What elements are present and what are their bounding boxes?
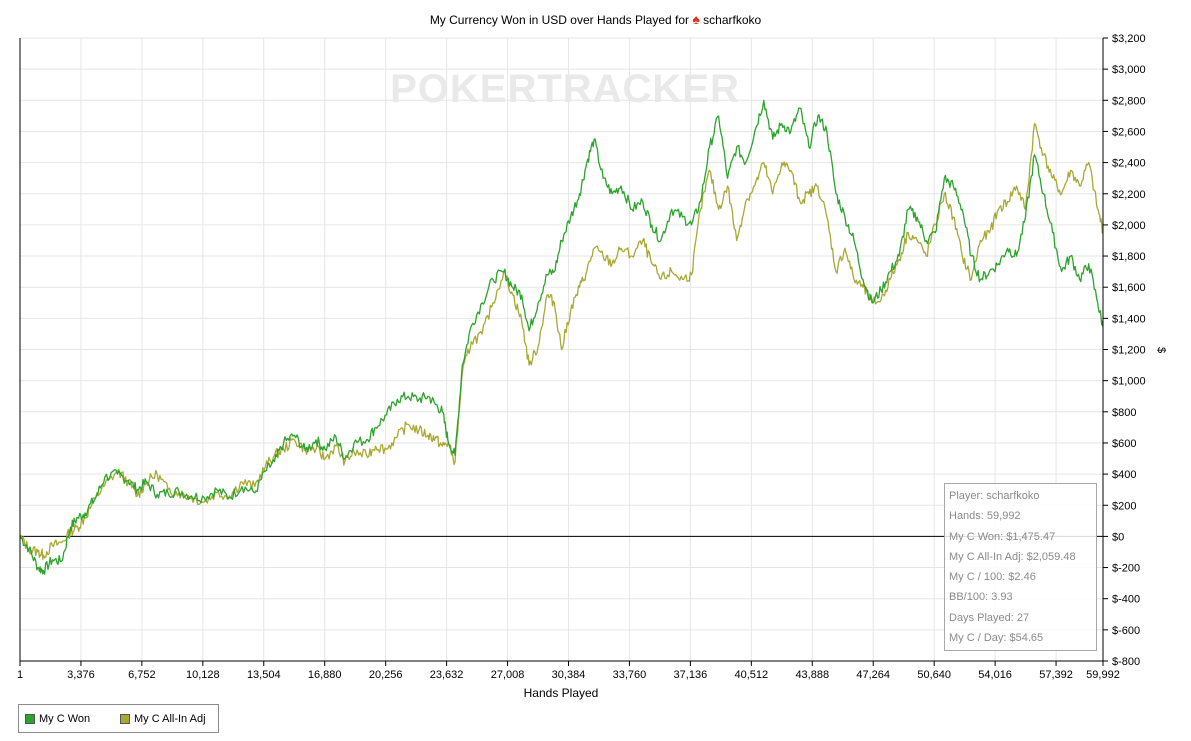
y-tick-label: $800 [1112, 407, 1136, 419]
legend-swatch-won [25, 714, 35, 724]
y-tick-label: $1,000 [1112, 376, 1146, 388]
y-tick-label: $2,400 [1112, 158, 1146, 170]
x-tick-label: 13,504 [247, 669, 281, 681]
legend-swatch-allin [120, 714, 130, 724]
x-tick-label: 59,992 [1086, 669, 1120, 681]
x-tick-label: 40,512 [735, 669, 769, 681]
stat-per-day: My C / Day: $54.65 [949, 632, 1044, 645]
y-tick-label: $3,000 [1112, 64, 1146, 76]
x-tick-label: 33,760 [613, 669, 647, 681]
stat-per-100: My C / 100: $2.46 [949, 571, 1036, 584]
x-tick-label: 30,384 [552, 669, 586, 681]
x-tick-label: 50,640 [917, 669, 951, 681]
stat-bb-100: BB/100: 3.93 [949, 591, 1013, 604]
y-tick-label: $0 [1112, 531, 1124, 543]
chart-title-player: scharfkoko [703, 13, 762, 27]
x-tick-label: 23,632 [430, 669, 464, 681]
legend-item-won[interactable]: My C Won [25, 713, 90, 725]
x-axis-label: Hands Played [524, 686, 599, 700]
stat-allin-adj: My C All-In Adj: $2,059.48 [949, 550, 1076, 563]
y-tick-label: $1,600 [1112, 282, 1146, 294]
y-tick-label: $200 [1112, 500, 1136, 512]
legend: My C Won My C All-In Adj [18, 704, 219, 733]
x-tick-label: 43,888 [795, 669, 829, 681]
x-tick-label: 6,752 [128, 669, 156, 681]
y-tick-label: $1,200 [1112, 345, 1146, 357]
y-tick-label: $3,200 [1112, 33, 1146, 45]
x-tick-label: 3,376 [67, 669, 95, 681]
y-tick-label: $600 [1112, 438, 1136, 450]
y-axis-label: $ [1155, 347, 1167, 353]
x-tick-label: 10,128 [186, 669, 220, 681]
chart-title-text: My Currency Won in USD over Hands Played… [429, 13, 690, 27]
series-line-won [19, 99, 1104, 575]
y-tick-label: $2,200 [1112, 189, 1146, 201]
y-tick-label: $2,600 [1112, 126, 1146, 138]
y-tick-label: $-200 [1112, 563, 1140, 575]
y-tick-label: $-600 [1112, 625, 1140, 637]
stat-player: Player: scharfkoko [949, 490, 1040, 502]
stat-days-played: Days Played: 27 [949, 611, 1030, 624]
legend-label-won: My C Won [39, 713, 91, 725]
chart-title: My Currency Won in USD over Hands Played… [0, 11, 1191, 27]
stats-box: Player: scharfkoko Hands: 59,992 My C Wo… [944, 483, 1097, 651]
legend-item-allin[interactable]: My C All-In Adj [120, 713, 206, 725]
legend-label-allin: My C All-In Adj [134, 713, 206, 725]
x-tick-label: 27,008 [491, 669, 525, 681]
y-tick-label: $-800 [1112, 656, 1140, 668]
x-tick-label: 16,880 [308, 669, 342, 681]
y-tick-label: $2,000 [1112, 220, 1146, 232]
stat-hands: Hands: 59,992 [949, 510, 1021, 523]
x-tick-label: 1 [17, 669, 23, 681]
x-tick-label: 20,256 [369, 669, 403, 681]
x-tick-label: 47,264 [856, 669, 890, 681]
spade-icon: ♠ [692, 11, 700, 27]
y-tick-label: $-400 [1112, 594, 1140, 606]
stat-won: My C Won: $1,475.47 [949, 530, 1056, 543]
watermark: POKERTRACKER [390, 67, 740, 111]
y-tick-label: $2,800 [1112, 95, 1146, 107]
grid [19, 37, 1104, 662]
x-tick-label: 37,136 [674, 669, 708, 681]
y-tick-label: $1,800 [1112, 251, 1146, 263]
x-tick-label: 54,016 [978, 669, 1012, 681]
y-tick-label: $1,400 [1112, 313, 1146, 325]
y-tick-label: $400 [1112, 469, 1136, 481]
x-tick-label: 57,392 [1039, 669, 1073, 681]
